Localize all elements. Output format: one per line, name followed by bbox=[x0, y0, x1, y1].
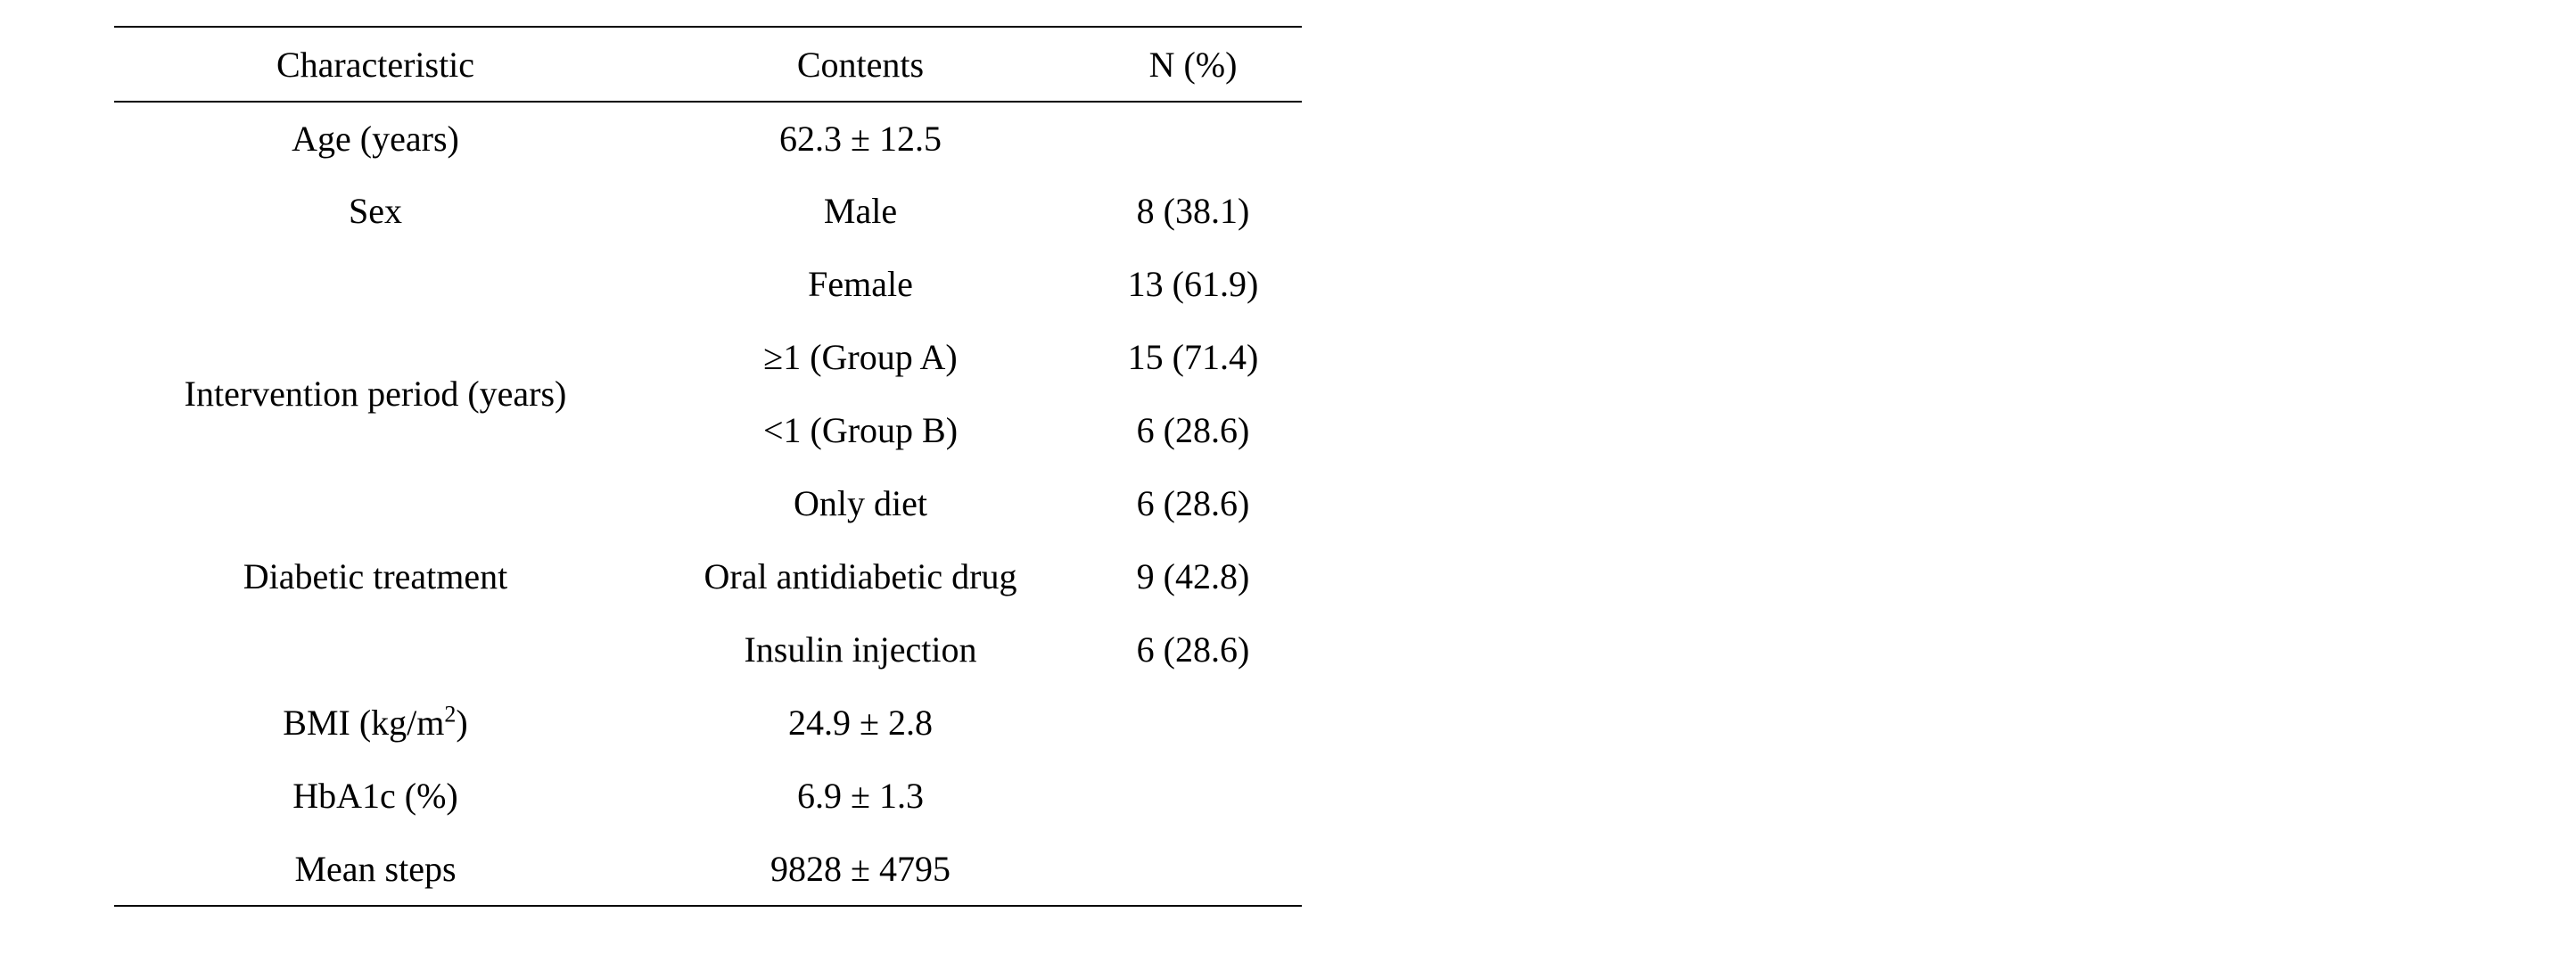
cell-contents: 62.3 ± 12.5 bbox=[779, 118, 942, 159]
characteristics-table: Characteristic Contents N (%) Age (years… bbox=[114, 26, 1302, 907]
cell-contents: Female bbox=[808, 264, 913, 304]
header-n-percent: N (%) bbox=[1084, 26, 1302, 103]
row-label-intervention-period: Intervention period (years) bbox=[184, 374, 567, 414]
row-label-diabetic-treatment: Diabetic treatment bbox=[243, 556, 508, 596]
row-label-sex: Sex bbox=[349, 191, 402, 231]
cell-contents: Insulin injection bbox=[744, 629, 977, 670]
header-contents: Contents bbox=[637, 26, 1084, 103]
characteristics-table-container: Characteristic Contents N (%) Age (years… bbox=[114, 26, 1302, 907]
cell-contents: ≥1 (Group A) bbox=[763, 337, 958, 377]
cell-contents: 6.9 ± 1.3 bbox=[797, 776, 924, 816]
cell-contents: 9828 ± 4795 bbox=[637, 833, 1084, 907]
cell-empty bbox=[114, 248, 637, 321]
cell-n bbox=[1084, 687, 1302, 760]
header-row: Characteristic Contents N (%) bbox=[114, 26, 1302, 103]
cell-contents: Male bbox=[823, 191, 898, 231]
table-row: <1 (Group B) 6 (28.6) bbox=[114, 394, 1302, 467]
cell-contents: <1 (Group B) bbox=[762, 410, 959, 450]
cell-n: 6 (28.6) bbox=[1136, 483, 1250, 523]
cell-n: 9 (42.8) bbox=[1136, 556, 1250, 596]
header-characteristic: Characteristic bbox=[114, 26, 637, 103]
cell-n bbox=[1084, 102, 1302, 175]
cell-contents: Only diet bbox=[794, 483, 927, 523]
cell-n: 8 (38.1) bbox=[1136, 191, 1250, 231]
table-row: Mean steps 9828 ± 4795 bbox=[114, 833, 1302, 907]
table-row: Insulin injection 6 (28.6) bbox=[114, 613, 1302, 687]
cell-n: 15 (71.4) bbox=[1127, 337, 1259, 377]
row-label-hba1c: HbA1c (%) bbox=[292, 776, 458, 816]
table-row: Oral antidiabetic drug 9 (42.8) bbox=[114, 540, 1302, 613]
cell-n: 6 (28.6) bbox=[1136, 629, 1250, 670]
table-row: HbA1c (%) 6.9 ± 1.3 bbox=[114, 760, 1302, 833]
cell-n bbox=[1084, 760, 1302, 833]
table-row: Sex Male 8 (38.1) bbox=[114, 175, 1302, 248]
row-label-age: Age (years) bbox=[292, 118, 459, 159]
table-row: Intervention period (years) ≥1 (Group A)… bbox=[114, 321, 1302, 412]
bmi-label-suffix: ) bbox=[456, 703, 468, 743]
table-row: Diabetic treatment Only diet 6 (28.6) bbox=[114, 467, 1302, 595]
table-row: Female 13 (61.9) bbox=[114, 248, 1302, 321]
cell-n: 13 (61.9) bbox=[1127, 264, 1259, 304]
cell-n: 6 (28.6) bbox=[1136, 410, 1250, 450]
table-row: BMI (kg/m2) 24.9 ± 2.8 bbox=[114, 687, 1302, 760]
table-row: Age (years) 62.3 ± 12.5 bbox=[114, 102, 1302, 175]
bmi-label-superscript: 2 bbox=[444, 701, 457, 728]
row-label-mean-steps: Mean steps bbox=[114, 833, 637, 907]
cell-n bbox=[1084, 833, 1302, 907]
cell-contents: Oral antidiabetic drug bbox=[704, 556, 1017, 596]
bmi-label-prefix: BMI (kg/m bbox=[283, 703, 445, 743]
cell-contents: 24.9 ± 2.8 bbox=[788, 703, 933, 743]
row-label-bmi: BMI (kg/m2) bbox=[114, 687, 637, 760]
